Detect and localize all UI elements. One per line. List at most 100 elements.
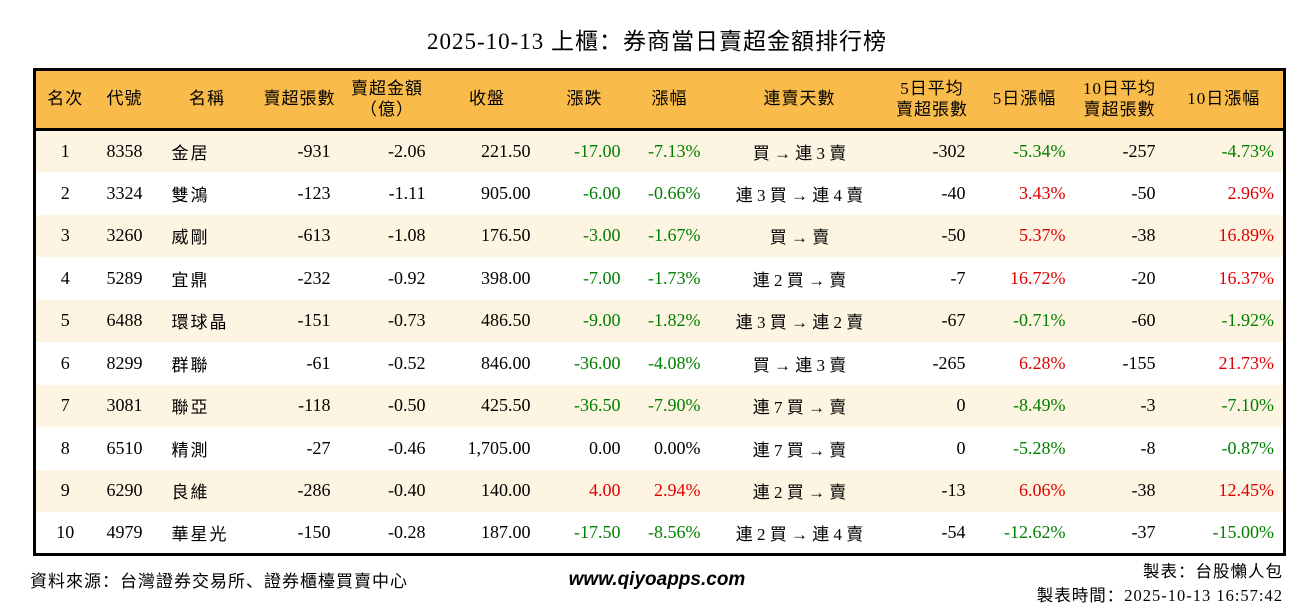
cell-change-pct: -8.56% [648, 522, 701, 542]
cell-sell-amount: -0.40 [388, 480, 426, 501]
col-header-avg5-volume: 5日平均 賣超張數 [889, 69, 975, 131]
cell-sell-amount: -2.06 [388, 141, 426, 161]
cell-pct5: 16.72% [1010, 267, 1066, 288]
made-timestamp: 製表時間：2025-10-13 16:57:42 [1036, 585, 1283, 605]
cell-sell-amount: -0.52 [388, 352, 426, 373]
cell-close-price: 425.50 [481, 395, 531, 416]
cell-rank: 3 [60, 225, 70, 246]
cell-avg10-volume: -257 [1122, 141, 1156, 161]
cell-stock-name: 威剛 [171, 228, 210, 248]
cell-avg5-volume: -54 [941, 522, 966, 542]
cell-close-price: 1,705.00 [467, 437, 531, 458]
cell-sell-volume: -61 [306, 352, 331, 373]
cell-avg10-volume: -60 [1131, 310, 1156, 331]
cell-stock-code: 3081 [106, 395, 143, 416]
cell-change-pct: -4.08% [648, 352, 701, 373]
cell-stock-code: 6290 [106, 480, 143, 501]
cell-change-pct: -1.73% [648, 267, 701, 288]
col-header-change-pct: 漲幅 [629, 69, 710, 131]
cell-close-price: 176.50 [481, 225, 531, 246]
cell-pct10: -1.92% [1221, 310, 1275, 331]
cell-pct5: -5.34% [1013, 141, 1066, 161]
cell-avg10-volume: -38 [1131, 480, 1156, 501]
cell-avg10-volume: -8 [1140, 437, 1156, 458]
cell-rank: 10 [56, 522, 75, 542]
cell-sell-volume: -123 [297, 182, 331, 203]
cell-streak: 連 2 買 → 連 4 賣 [735, 525, 864, 544]
col-header-avg10-volume: 10日平均 賣超張數 [1074, 69, 1165, 131]
cell-pct5: 6.28% [1019, 352, 1066, 373]
cell-streak: 連 3 買 → 連 4 賣 [735, 185, 864, 205]
col-header-code: 代號 [94, 69, 155, 131]
col-header-close: 收盤 [434, 69, 540, 131]
cell-change-pct: -1.82% [648, 310, 701, 331]
col-header-pct10: 10日漲幅 [1164, 69, 1285, 131]
cell-sell-amount: -0.73 [388, 310, 426, 331]
table-row: 6 8299 群聯 -61 -0.52 846.00 -36.00 -4.08%… [34, 342, 1285, 385]
col-header-rank: 名次 [34, 69, 95, 131]
cell-avg5-volume: 0 [956, 395, 966, 416]
col-header-streak: 連賣天數 [709, 69, 890, 131]
cell-sell-volume: -232 [297, 267, 331, 288]
cell-pct10: 12.45% [1218, 480, 1275, 501]
cell-change-pct: -7.13% [648, 141, 701, 161]
cell-close-price: 905.00 [481, 182, 531, 203]
cell-sell-volume: -613 [297, 225, 331, 246]
cell-sell-amount: -1.11 [388, 182, 426, 203]
cell-stock-code: 8358 [106, 141, 143, 161]
cell-change: -17.50 [574, 522, 621, 542]
cell-stock-name: 聯亞 [171, 398, 210, 418]
cell-pct10: 2.96% [1227, 182, 1275, 203]
cell-sell-amount: -0.92 [388, 267, 426, 288]
cell-sell-amount: -0.50 [388, 395, 426, 416]
cell-avg10-volume: -3 [1140, 395, 1156, 416]
cell-stock-code: 5289 [106, 267, 143, 288]
cell-sell-volume: -286 [297, 480, 331, 501]
cell-avg10-volume: -50 [1131, 182, 1156, 203]
cell-stock-code: 6510 [106, 437, 143, 458]
col-header-sell-amount: 賣超金額 （億） [339, 69, 435, 131]
cell-change: -3.00 [583, 225, 621, 246]
cell-close-price: 398.00 [481, 267, 531, 288]
cell-pct10: -4.73% [1221, 141, 1275, 161]
sell-ranking-table: 名次 代號 名稱 賣超張數 賣超金額 （億） 收盤 漲跌 漲幅 連賣天數 5日平… [33, 68, 1286, 556]
cell-avg10-volume: -155 [1122, 352, 1156, 373]
cell-avg10-volume: -37 [1131, 522, 1156, 542]
cell-close-price: 140.00 [481, 480, 531, 501]
cell-avg5-volume: -302 [932, 141, 966, 161]
col-header-pct5: 5日漲幅 [974, 69, 1075, 131]
cell-sell-amount: -0.46 [388, 437, 426, 458]
table-row: 2 3324 雙鴻 -123 -1.11 905.00 -6.00 -0.66%… [34, 172, 1285, 215]
cell-pct10: 21.73% [1218, 352, 1275, 373]
cell-streak: 買 → 賣 [769, 228, 830, 248]
cell-change-pct: 0.00% [654, 437, 701, 458]
cell-sell-volume: -931 [297, 141, 331, 161]
cell-pct10: -7.10% [1221, 395, 1275, 416]
cell-stock-code: 3260 [106, 225, 143, 246]
cell-change: 0.00 [589, 437, 621, 458]
cell-rank: 6 [60, 352, 70, 373]
cell-avg5-volume: -40 [941, 182, 966, 203]
cell-stock-name: 金居 [171, 144, 210, 163]
page-title: 2025-10-13 上櫃：券商當日賣超金額排行榜 [426, 29, 888, 54]
cell-streak: 連 7 買 → 賣 [752, 440, 847, 460]
cell-sell-volume: -151 [297, 310, 331, 331]
cell-rank: 7 [60, 395, 70, 416]
cell-avg5-volume: -7 [950, 267, 966, 288]
cell-close-price: 187.00 [481, 522, 531, 542]
cell-rank: 4 [60, 267, 70, 288]
cell-change: -36.00 [574, 352, 621, 373]
cell-stock-code: 3324 [106, 182, 143, 203]
cell-change: -7.00 [583, 267, 621, 288]
data-source-note: 資料來源：台灣證券交易所、證券櫃檯買賣中心 [30, 572, 408, 591]
cell-avg5-volume: -13 [941, 480, 966, 501]
table-row: 9 6290 良維 -286 -0.40 140.00 4.00 2.94% 連… [34, 469, 1285, 512]
cell-rank: 8 [60, 437, 70, 458]
maker-name: 製表：台股懶人包 [1143, 562, 1283, 581]
cell-sell-amount: -1.08 [388, 225, 426, 246]
cell-avg10-volume: -38 [1131, 225, 1156, 246]
cell-stock-name: 雙鴻 [171, 185, 210, 205]
maker-info: 製表：台股懶人包 製表時間：2025-10-13 16:57:42 [1037, 560, 1283, 608]
cell-streak: 買 → 連 3 賣 [752, 355, 847, 375]
